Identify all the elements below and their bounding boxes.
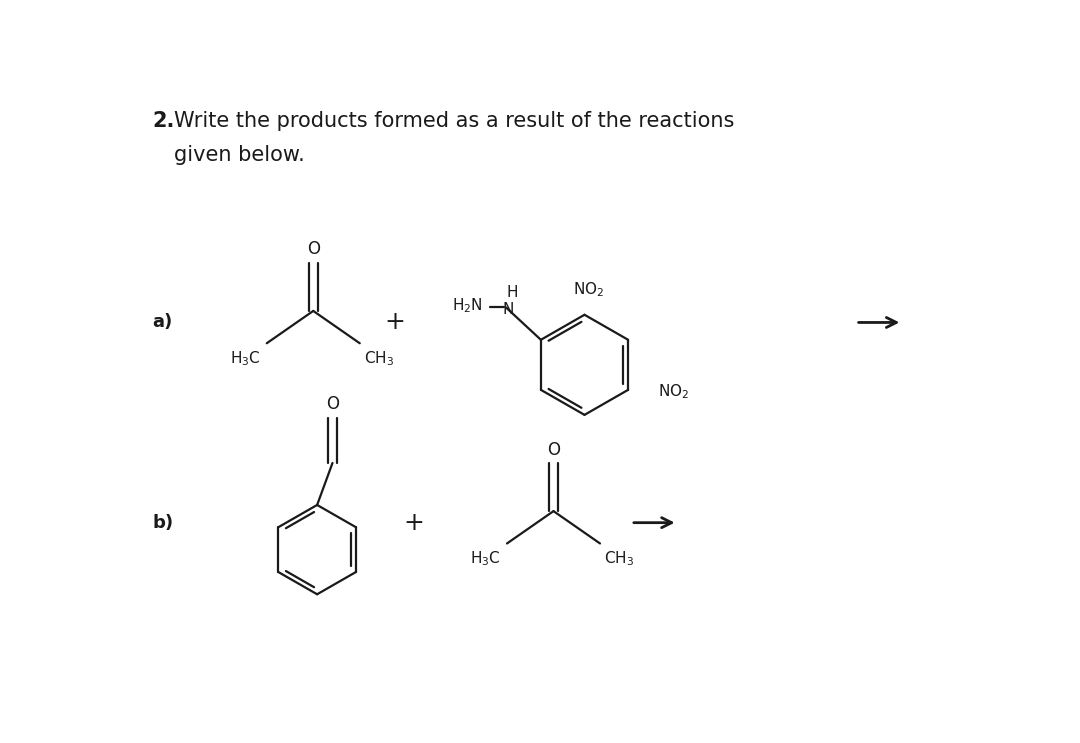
Text: O: O xyxy=(307,240,320,259)
Text: CH$_3$: CH$_3$ xyxy=(364,349,394,368)
Text: N: N xyxy=(502,302,514,317)
Text: given below.: given below. xyxy=(174,146,305,166)
Text: H$_3$C: H$_3$C xyxy=(230,349,260,368)
Text: b): b) xyxy=(152,513,173,532)
Text: H$_2$N: H$_2$N xyxy=(453,296,483,315)
Text: O: O xyxy=(546,441,561,458)
Text: O: O xyxy=(326,395,339,413)
Text: +: + xyxy=(384,311,405,334)
Text: NO$_2$: NO$_2$ xyxy=(658,382,689,400)
Text: H$_3$C: H$_3$C xyxy=(470,550,501,568)
Text: 2.: 2. xyxy=(152,111,175,131)
Text: H: H xyxy=(507,285,518,299)
Text: a): a) xyxy=(152,314,173,331)
Text: NO$_2$: NO$_2$ xyxy=(572,281,604,299)
Text: CH$_3$: CH$_3$ xyxy=(604,550,634,568)
Text: +: + xyxy=(404,510,424,535)
Text: Write the products formed as a result of the reactions: Write the products formed as a result of… xyxy=(174,111,734,131)
